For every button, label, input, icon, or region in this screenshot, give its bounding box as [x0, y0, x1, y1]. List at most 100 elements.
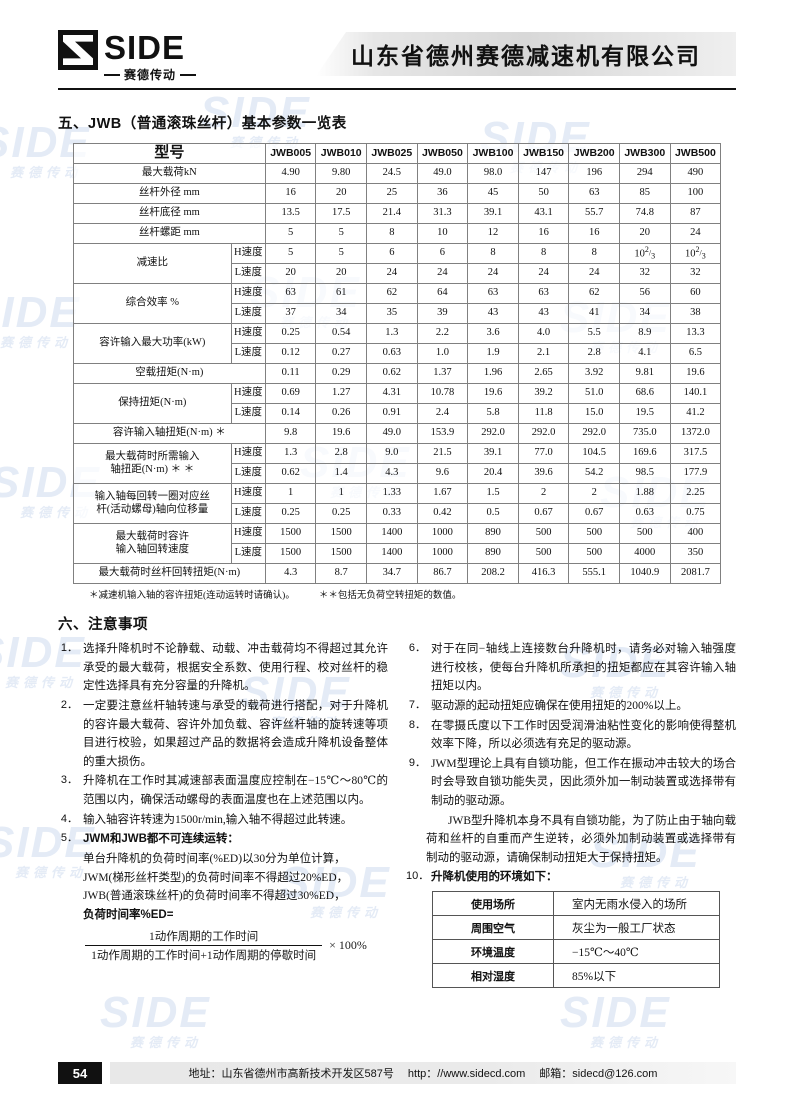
- section-five-title: 五、JWB（普通滚珠丝杆）基本参数一览表: [58, 116, 347, 132]
- table-cell: 11.8: [517, 403, 570, 424]
- table-cell: 10.78: [416, 383, 469, 404]
- document-page: SIDE 赛德传动 山东省德州赛德减速机有限公司 五、JWB（普通滚珠丝杆）基本…: [0, 28, 794, 1106]
- note-item: 3． 升降机在工作时其减速部表面温度应控制在−15℃～80℃的范围以内，确保活动螺…: [58, 772, 388, 809]
- note-subline: JWM(梯形丝杆类型)的负荷时间率不得超过20%ED，: [83, 871, 349, 884]
- table-cell: 24: [366, 263, 418, 284]
- table-cell: 400: [669, 523, 722, 544]
- row-label: 最大载荷kN: [72, 163, 266, 184]
- table-cell: 54.2: [568, 463, 620, 484]
- table-cell: 0.26: [315, 403, 368, 424]
- table-row: L速度 0.62 1.4 4.3 9.6 20.4 39.6 54.2 98.5 177.9: [73, 463, 722, 484]
- table-cell: 2.8: [315, 443, 368, 464]
- table-row: 综合效率 % H速度 63 61 62 64 63 63 62 56 60: [72, 283, 722, 324]
- table-cell: 20: [264, 263, 317, 284]
- table-cell: 1.37: [416, 363, 469, 384]
- table-cell: 196: [568, 163, 620, 184]
- table-header-model-variant: JWB025: [366, 143, 418, 164]
- table-cell: 51.0: [568, 383, 620, 404]
- table-cell: 20: [315, 263, 368, 284]
- table-cell: 61: [315, 283, 368, 304]
- table-row: 周围空气 灰尘为一般工厂状态: [432, 915, 720, 941]
- table-cell: H速度: [230, 283, 266, 304]
- row-label: 输入轴每回转一圈对应丝 杆(活动螺母)轴向位移量: [72, 483, 232, 524]
- table-row: 空载扭矩(N·m) 0.11 0.29 0.62 1.37 1.96 2.65 3.92 9.8…: [72, 363, 722, 384]
- table-cell: 555.1: [568, 563, 620, 584]
- ed-formula: 1动作周期的工作时间 1动作周期的工作时间+1动作周期的停歇时间 × 100%: [58, 928, 388, 963]
- table-cell: 1000: [416, 523, 469, 544]
- table-cell: L速度: [230, 303, 266, 324]
- table-cell: 2: [568, 483, 620, 504]
- jwb-brake-paragraph: JWB型升降机本身不具有自锁功能，为了防止由于轴向载荷和丝杆的自重而产生逆转，必…: [426, 814, 736, 864]
- note-number: 2．: [60, 698, 78, 711]
- table-cell: 9.6: [416, 463, 469, 484]
- table-cell: 9.8: [264, 423, 317, 444]
- table-cell: 500: [568, 523, 620, 544]
- table-row: 环境温度 −15℃～40℃: [432, 939, 720, 965]
- table-cell: 490: [669, 163, 722, 184]
- table-cell: 49.0: [366, 423, 418, 444]
- note-item: 9． JWM型理论上具有自锁功能，但工作在振动冲击较大的场合时会导致自锁功能失灵，…: [406, 755, 736, 811]
- note-number: 8．: [408, 718, 426, 731]
- table-cell: 0.25: [315, 503, 368, 524]
- table-cell: 0.29: [315, 363, 368, 384]
- table-cell: 8: [568, 243, 620, 264]
- table-cell: 5.5: [568, 323, 620, 344]
- table-cell: 0.14: [264, 403, 317, 424]
- note-text: JWM和JWB都不可连续运转：: [83, 833, 239, 846]
- table-cell: 63: [517, 283, 570, 304]
- table-row: 容许输入最大功率(kW) H速度 0.25 0.54 1.3 2.2 3.6 4.0 5.5 8.…: [72, 323, 722, 364]
- note-item: 4． 输入轴容许转速为1500r/min,输入轴不得超过此转速。: [58, 811, 388, 830]
- table-cell: 317.5: [669, 443, 722, 464]
- table-cell: 39.1: [467, 443, 519, 464]
- notes-columns: 1． 选择升降机时不论静载、动载、冲击载荷均不得超过其允许承受的最大载荷，根据安全…: [58, 640, 736, 989]
- footer-website[interactable]: http：//www.sidecd.com: [407, 1068, 526, 1080]
- table-cell: 1.96: [467, 363, 519, 384]
- table-cell: 63: [568, 183, 620, 204]
- table-cell: L速度: [230, 503, 266, 524]
- table-cell: 1.27: [315, 383, 368, 404]
- table-cell: 8: [517, 243, 570, 264]
- company-logo: SIDE 赛德传动: [58, 29, 197, 83]
- table-row: 丝杆外径 mm 16 20 25 36 45 50 63 85 100: [72, 183, 722, 204]
- table-cell: 60: [669, 283, 722, 304]
- table-cell: 20: [315, 183, 368, 204]
- table-cell: 140.1: [669, 383, 722, 404]
- table-cell: 1000: [416, 543, 469, 564]
- table-cell: 39.2: [517, 383, 570, 404]
- table-cell: 21.4: [366, 203, 418, 224]
- table-cell: 890: [467, 523, 519, 544]
- env-value: 85%以下: [553, 963, 720, 989]
- table-cell: 0.62: [264, 463, 317, 484]
- footer-email[interactable]: 邮箱：sidecd@126.com: [539, 1068, 658, 1080]
- table-cell: 13.3: [669, 323, 722, 344]
- table-cell: 2.25: [669, 483, 722, 504]
- table-cell: 16: [517, 223, 570, 244]
- table-cell: 0.63: [366, 343, 418, 364]
- table-cell: 19.6: [467, 383, 519, 404]
- note-subline: JWB(普通滚珠丝杆)的负荷时间率不得超过30%ED，: [83, 890, 346, 903]
- footer-contact-bar: 地址：山东省德州市高新技术开发区587号 http：//www.sidecd.c…: [110, 1062, 736, 1084]
- table-cell: 9.81: [618, 363, 671, 384]
- fraction-denominator: 1动作周期的工作时间+1动作周期的停歇时间: [85, 945, 323, 963]
- table-cell: 1.33: [366, 483, 418, 504]
- table-cell: L速度: [230, 263, 266, 284]
- table-cell: 2081.7: [669, 563, 722, 584]
- table-cell: 292.0: [568, 423, 620, 444]
- table-row: L速度 0.25 0.25 0.33 0.42 0.5 0.67 0.67 0.63 0.75: [73, 503, 722, 524]
- table-cell: 416.3: [517, 563, 570, 584]
- table-cell: 16: [264, 183, 317, 204]
- note-item: 1． 选择升降机时不论静载、动载、冲击载荷均不得超过其允许承受的最大载荷，根据安全…: [58, 640, 388, 696]
- table-row: 减速比 H速度 5 5 6 6 8 8 8 102/3 102/3: [72, 243, 722, 284]
- table-cell: 85: [618, 183, 671, 204]
- logo-wordmark: SIDE: [104, 29, 186, 66]
- table-header-model-variant: JWB150: [517, 143, 570, 164]
- table-cell: 1500: [264, 523, 317, 544]
- table-cell: 0.54: [315, 323, 368, 344]
- table-cell: 20.4: [467, 463, 519, 484]
- table-cell: 0.67: [568, 503, 620, 524]
- note-text: 选择升降机时不论静载、动载、冲击载荷均不得超过其允许承受的最大载荷，根据安全系数…: [83, 643, 388, 693]
- table-cell: 2: [517, 483, 570, 504]
- table-cell: 39.6: [517, 463, 570, 484]
- table-cell: 5: [264, 223, 317, 244]
- table-cell: 5: [315, 223, 368, 244]
